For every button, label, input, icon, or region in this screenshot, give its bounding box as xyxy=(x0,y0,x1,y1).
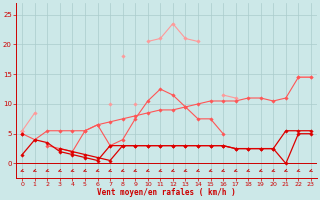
X-axis label: Vent moyen/en rafales ( km/h ): Vent moyen/en rafales ( km/h ) xyxy=(97,188,236,197)
